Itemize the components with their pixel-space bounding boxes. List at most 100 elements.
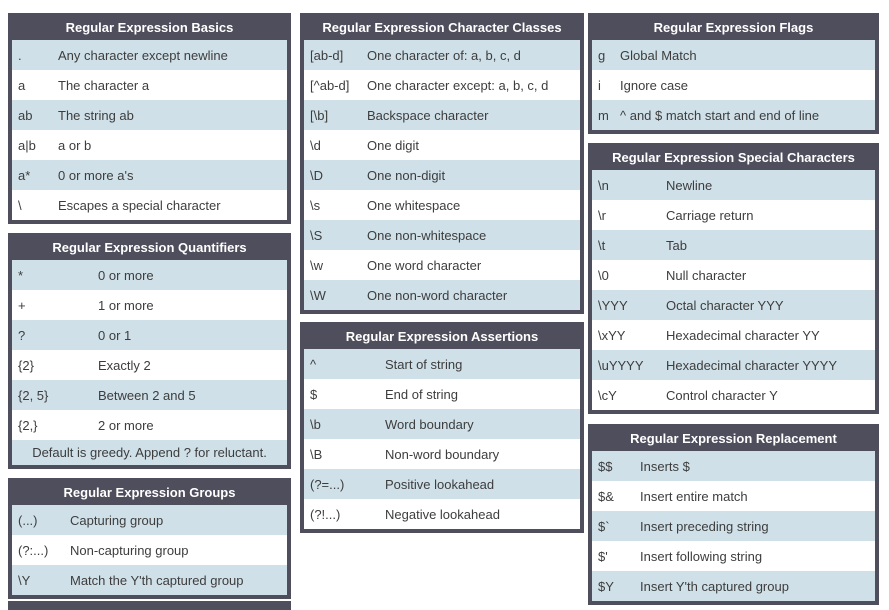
table-row: (?!...) Negative lookahead xyxy=(304,499,580,529)
table-row: {2,} 2 or more xyxy=(12,410,287,440)
table-row: $& Insert entire match xyxy=(592,481,875,511)
description-cell: One digit xyxy=(367,137,420,153)
pattern-cell: {2} xyxy=(18,357,34,373)
pattern-cell: ? xyxy=(18,327,26,343)
description-cell: Control character Y xyxy=(666,387,778,403)
pattern-cell: [ab-d] xyxy=(310,47,344,63)
table-row: \s One whitespace xyxy=(304,190,580,220)
pattern-cell: $ xyxy=(310,386,318,402)
description-cell: One word character xyxy=(367,257,482,273)
table-title: Regular Expression Quantifiers xyxy=(12,237,287,260)
pattern-cell: i xyxy=(598,77,601,93)
table-row: $` Insert preceding string xyxy=(592,511,875,541)
table-row: \S One non-whitespace xyxy=(304,220,580,250)
table-row: {2, 5} Between 2 and 5 xyxy=(12,380,287,410)
table-body: [ab-d] One character of: a, b, c, d [^ab… xyxy=(304,40,580,310)
table-title: Regular Expression Character Classes xyxy=(304,17,580,40)
description-cell: Match the Y'th captured group xyxy=(70,572,244,588)
table-title: Regular Expression Flags xyxy=(592,17,875,40)
pattern-cell: \d xyxy=(310,137,321,153)
pattern-cell: \0 xyxy=(598,267,609,283)
table-body: g Global Match i Ignore case m ^ and $ m… xyxy=(592,40,875,130)
description-cell: Non-word boundary xyxy=(385,446,500,462)
pattern-cell: g xyxy=(598,47,606,63)
table-row: a* 0 or more a's xyxy=(12,160,287,190)
pattern-cell: . xyxy=(18,47,22,63)
description-cell: Carriage return xyxy=(666,207,754,223)
table-row: \0 Null character xyxy=(592,260,875,290)
description-cell: Insert Y'th captured group xyxy=(640,578,789,594)
description-cell: Octal character YYY xyxy=(666,297,784,313)
table-row: \B Non-word boundary xyxy=(304,439,580,469)
pattern-cell: \ xyxy=(18,197,22,213)
pattern-cell: ab xyxy=(18,107,33,123)
description-cell: Insert preceding string xyxy=(640,518,769,534)
table-body: . Any character except newline a The cha… xyxy=(12,40,287,220)
description-cell: Insert following string xyxy=(640,548,763,564)
table-title: Regular Expression Assertions xyxy=(304,326,580,349)
description-cell: Capturing group xyxy=(70,512,164,528)
table-row: m ^ and $ match start and end of line xyxy=(592,100,875,130)
table-groups: Regular Expression Groups (...) Capturin… xyxy=(8,478,291,599)
table-title: Regular Expression Groups xyxy=(12,482,287,505)
table-row: [\b] Backspace character xyxy=(304,100,580,130)
table-assertions: Regular Expression Assertions ^ Start of… xyxy=(300,322,584,533)
pattern-cell: [^ab-d] xyxy=(310,77,350,93)
table-row: \r Carriage return xyxy=(592,200,875,230)
description-cell: Null character xyxy=(666,267,747,283)
description-cell: Hexadecimal character YY xyxy=(666,327,820,343)
table-row: ab The string ab xyxy=(12,100,287,130)
table-row: $' Insert following string xyxy=(592,541,875,571)
table-basics: Regular Expression Basics . Any characte… xyxy=(8,13,291,224)
table-row: \uYYYY Hexadecimal character YYYY xyxy=(592,350,875,380)
description-cell: Negative lookahead xyxy=(385,506,500,522)
pattern-cell: \r xyxy=(598,207,606,223)
table-row: \Y Match the Y'th captured group xyxy=(12,565,287,595)
pattern-cell: $$ xyxy=(598,458,613,474)
table-row: \n Newline xyxy=(592,170,875,200)
pattern-cell: [\b] xyxy=(310,107,329,123)
pattern-cell: \S xyxy=(310,227,323,243)
table-row: i Ignore case xyxy=(592,70,875,100)
pattern-cell: \W xyxy=(310,287,326,303)
table-footnote: Default is greedy. Append ? for reluctan… xyxy=(12,440,287,465)
description-cell: One non-whitespace xyxy=(367,227,487,243)
description-cell: The string ab xyxy=(58,107,134,123)
description-cell: 0 or more a's xyxy=(58,167,134,183)
table-row: [^ab-d] One character except: a, b, c, d xyxy=(304,70,580,100)
table-row: (...) Capturing group xyxy=(12,505,287,535)
description-cell: Backspace character xyxy=(367,107,489,123)
table-row: a The character a xyxy=(12,70,287,100)
table-row: $$ Inserts $ xyxy=(592,451,875,481)
description-cell: Any character except newline xyxy=(58,47,228,63)
description-cell: 0 or 1 xyxy=(98,327,132,343)
table-row: (?:...) Non-capturing group xyxy=(12,535,287,565)
pattern-cell: a xyxy=(18,77,26,93)
pattern-cell: \cY xyxy=(598,387,617,403)
pattern-cell: {2, 5} xyxy=(18,387,49,403)
pattern-cell: $& xyxy=(598,488,614,504)
next-table-header-cutoff xyxy=(8,601,291,610)
table-body: * 0 or more + 1 or more ? 0 or 1 {2 xyxy=(12,260,287,440)
pattern-cell: m xyxy=(598,107,609,123)
pattern-cell: \YYY xyxy=(598,297,628,313)
table-row: \YYY Octal character YYY xyxy=(592,290,875,320)
description-cell: 2 or more xyxy=(98,417,154,433)
table-row: [ab-d] One character of: a, b, c, d xyxy=(304,40,580,70)
table-row: + 1 or more xyxy=(12,290,287,320)
pattern-cell: (?!...) xyxy=(310,506,341,522)
pattern-cell: $' xyxy=(598,548,608,564)
table-body: $$ Inserts $ $& Insert entire match $` I… xyxy=(592,451,875,601)
table-row: \d One digit xyxy=(304,130,580,160)
description-cell: Hexadecimal character YYYY xyxy=(666,357,838,373)
description-cell: Exactly 2 xyxy=(98,357,151,373)
pattern-cell: \n xyxy=(598,177,609,193)
pattern-cell: \D xyxy=(310,167,323,183)
description-cell: Global Match xyxy=(620,47,697,63)
table-row: ? 0 or 1 xyxy=(12,320,287,350)
table-row: \xYY Hexadecimal character YY xyxy=(592,320,875,350)
pattern-cell: (...) xyxy=(18,512,38,528)
column-middle: Regular Expression Character Classes [ab… xyxy=(300,13,584,533)
table-row: a|b a or b xyxy=(12,130,287,160)
table-row: ^ Start of string xyxy=(304,349,580,379)
